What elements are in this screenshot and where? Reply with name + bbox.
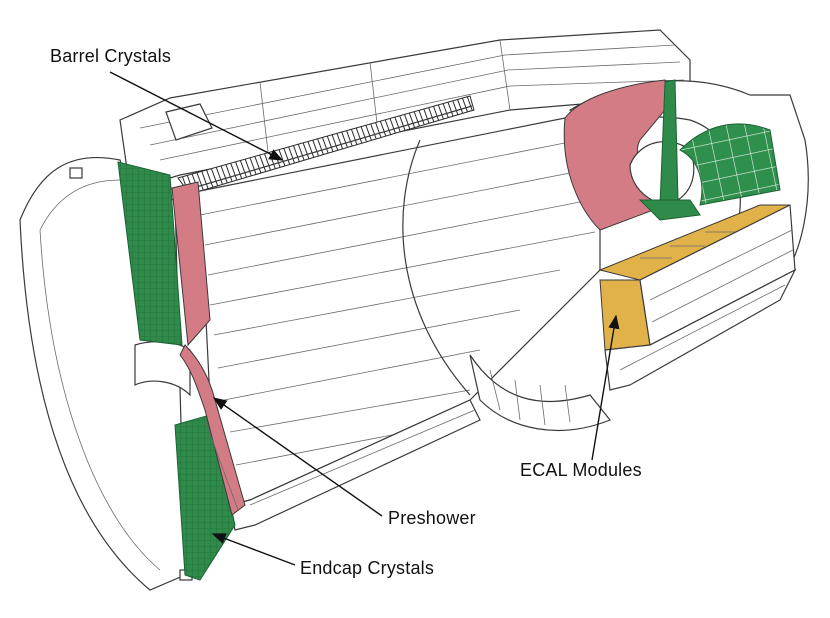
preshower [171, 181, 246, 516]
endcap-crystals-label: Endcap Crystals [300, 558, 435, 578]
barrel-arrow [109, 71, 284, 161]
barrel-lower-ring [229, 354, 611, 531]
barrel-body [179, 117, 601, 506]
barrel-crystals-label: Barrel Crystals [50, 46, 172, 66]
ecal-modules [598, 204, 797, 391]
modules-arrow [591, 314, 620, 461]
preshower-arrow [212, 397, 383, 517]
preshower-label: Preshower [388, 508, 476, 528]
endcap-arrow [211, 533, 296, 566]
ecal-modules-label: ECAL Modules [520, 460, 642, 480]
